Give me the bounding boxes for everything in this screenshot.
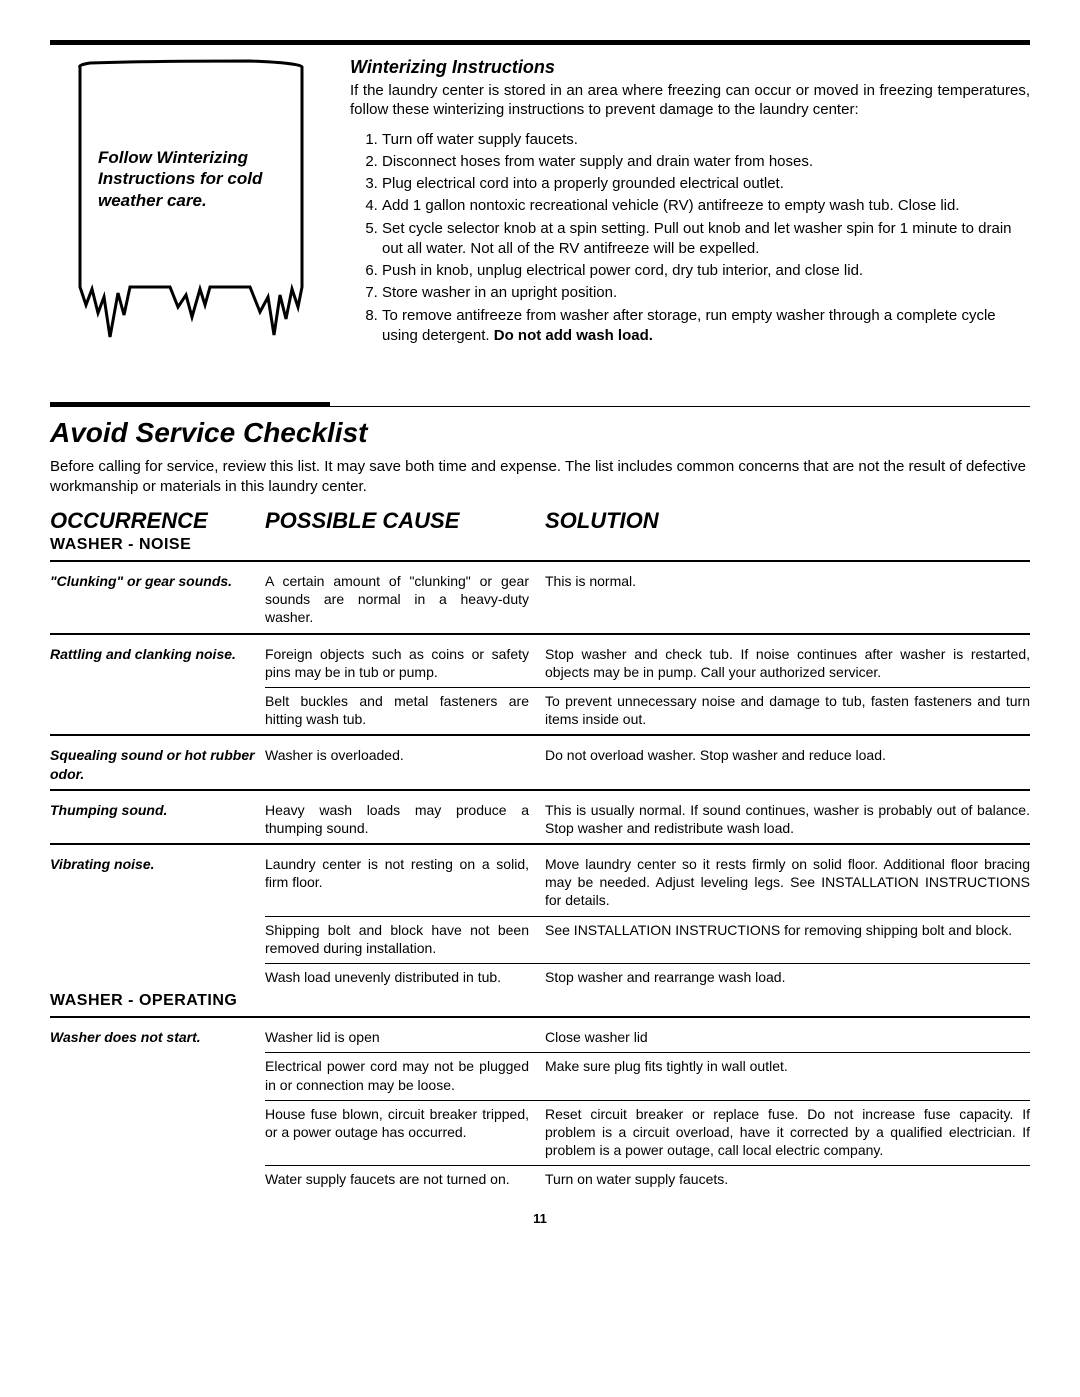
solution-cell: This is usually normal. If sound continu… — [545, 801, 1030, 837]
group-rule — [50, 633, 1030, 635]
occurrence-cell: Squealing sound or hot rubber odor. — [50, 746, 265, 782]
top-horizontal-rule — [50, 40, 1030, 45]
solution-cell: Do not overload washer. Stop washer and … — [545, 746, 1030, 782]
occurrence-cell — [50, 968, 265, 986]
occurrence-cell: Rattling and clanking noise. — [50, 645, 265, 681]
table-row: "Clunking" or gear sounds.A certain amou… — [50, 568, 1030, 633]
winterizing-section: Follow Winterizing Instructions for cold… — [50, 57, 1030, 382]
occurrence-cell — [50, 921, 265, 957]
col-header-occurrence: OCCURRENCE — [50, 508, 265, 534]
table-row: Wash load unevenly distributed in tub.St… — [50, 964, 1030, 992]
table-row: House fuse blown, circuit breaker trippe… — [50, 1101, 1030, 1166]
column-headers: OCCURRENCE POSSIBLE CAUSE SOLUTION — [50, 508, 1030, 534]
group-rule — [50, 734, 1030, 736]
cause-cell: Washer lid is open — [265, 1028, 545, 1046]
table-row: Shipping bolt and block have not been re… — [50, 917, 1030, 963]
table-row: Electrical power cord may not be plugged… — [50, 1053, 1030, 1099]
group-rule — [50, 1016, 1030, 1018]
section-heading: WASHER - NOISE — [50, 536, 1030, 554]
cause-cell: Foreign objects such as coins or safety … — [265, 645, 545, 681]
table-row: Belt buckles and metal fasteners are hit… — [50, 688, 1030, 734]
solution-cell: Make sure plug fits tightly in wall outl… — [545, 1057, 1030, 1093]
solution-cell: Close washer lid — [545, 1028, 1030, 1046]
table-row: Vibrating noise.Laundry center is not re… — [50, 851, 1030, 916]
solution-cell: See INSTALLATION INSTRUCTIONS for removi… — [545, 921, 1030, 957]
group-rule — [50, 560, 1030, 562]
table-row: Thumping sound.Heavy wash loads may prod… — [50, 797, 1030, 843]
group-rule — [50, 789, 1030, 791]
cause-cell: Heavy wash loads may produce a thumping … — [265, 801, 545, 837]
table-row: Water supply faucets are not turned on.T… — [50, 1166, 1030, 1194]
occurrence-cell: Vibrating noise. — [50, 855, 265, 910]
col-header-solution: SOLUTION — [545, 508, 1030, 534]
winterizing-step: Add 1 gallon nontoxic recreational vehic… — [382, 196, 1030, 216]
solution-cell: Stop washer and rearrange wash load. — [545, 968, 1030, 986]
washer-illustration: Follow Winterizing Instructions for cold… — [50, 57, 330, 382]
group-rule — [50, 843, 1030, 845]
solution-cell: To prevent unnecessary noise and damage … — [545, 692, 1030, 728]
solution-cell: Reset circuit breaker or replace fuse. D… — [545, 1105, 1030, 1160]
col-header-cause: POSSIBLE CAUSE — [265, 508, 545, 534]
occurrence-cell — [50, 1170, 265, 1188]
cause-cell: Laundry center is not resting on a solid… — [265, 855, 545, 910]
table-row: Washer does not start.Washer lid is open… — [50, 1024, 1030, 1052]
cause-cell: A certain amount of "clunking" or gear s… — [265, 572, 545, 627]
solution-cell: Turn on water supply faucets. — [545, 1170, 1030, 1188]
winterizing-step: Push in knob, unplug electrical power co… — [382, 261, 1030, 281]
mid-rule — [50, 402, 1030, 407]
checklist-body: WASHER - NOISE "Clunking" or gear sounds.… — [50, 536, 1030, 1195]
solution-cell: This is normal. — [545, 572, 1030, 627]
winterizing-step: To remove antifreeze from washer after s… — [382, 306, 1030, 347]
winterizing-step: Set cycle selector knob at a spin settin… — [382, 219, 1030, 260]
washer-icicles-icon — [50, 57, 330, 377]
winterizing-text: Winterizing Instructions If the laundry … — [350, 57, 1030, 382]
checklist-heading: Avoid Service Checklist — [50, 417, 1030, 449]
page-number: 11 — [50, 1211, 1030, 1226]
illustration-caption: Follow Winterizing Instructions for cold… — [98, 147, 288, 211]
winterizing-steps: Turn off water supply faucets.Disconnect… — [350, 130, 1030, 347]
solution-cell: Move laundry center so it rests firmly o… — [545, 855, 1030, 910]
cause-cell: Belt buckles and metal fasteners are hit… — [265, 692, 545, 728]
occurrence-cell — [50, 692, 265, 728]
cause-cell: Water supply faucets are not turned on. — [265, 1170, 545, 1188]
cause-cell: Electrical power cord may not be plugged… — [265, 1057, 545, 1093]
solution-cell: Stop washer and check tub. If noise cont… — [545, 645, 1030, 681]
cause-cell: Washer is overloaded. — [265, 746, 545, 782]
winterizing-heading: Winterizing Instructions — [350, 57, 1030, 78]
cause-cell: Wash load unevenly distributed in tub. — [265, 968, 545, 986]
winterizing-step: Store washer in an upright position. — [382, 283, 1030, 303]
section-heading: WASHER - OPERATING — [50, 992, 1030, 1010]
occurrence-cell: Thumping sound. — [50, 801, 265, 837]
winterizing-step: Disconnect hoses from water supply and d… — [382, 152, 1030, 172]
occurrence-cell — [50, 1057, 265, 1093]
checklist-intro: Before calling for service, review this … — [50, 457, 1030, 496]
winterizing-step: Plug electrical cord into a properly gro… — [382, 174, 1030, 194]
table-row: Rattling and clanking noise.Foreign obje… — [50, 641, 1030, 687]
cause-cell: Shipping bolt and block have not been re… — [265, 921, 545, 957]
occurrence-cell: "Clunking" or gear sounds. — [50, 572, 265, 627]
table-row: Squealing sound or hot rubber odor.Washe… — [50, 742, 1030, 788]
occurrence-cell — [50, 1105, 265, 1160]
winterizing-step: Turn off water supply faucets. — [382, 130, 1030, 150]
occurrence-cell: Washer does not start. — [50, 1028, 265, 1046]
cause-cell: House fuse blown, circuit breaker trippe… — [265, 1105, 545, 1160]
winterizing-intro: If the laundry center is stored in an ar… — [350, 82, 1030, 120]
